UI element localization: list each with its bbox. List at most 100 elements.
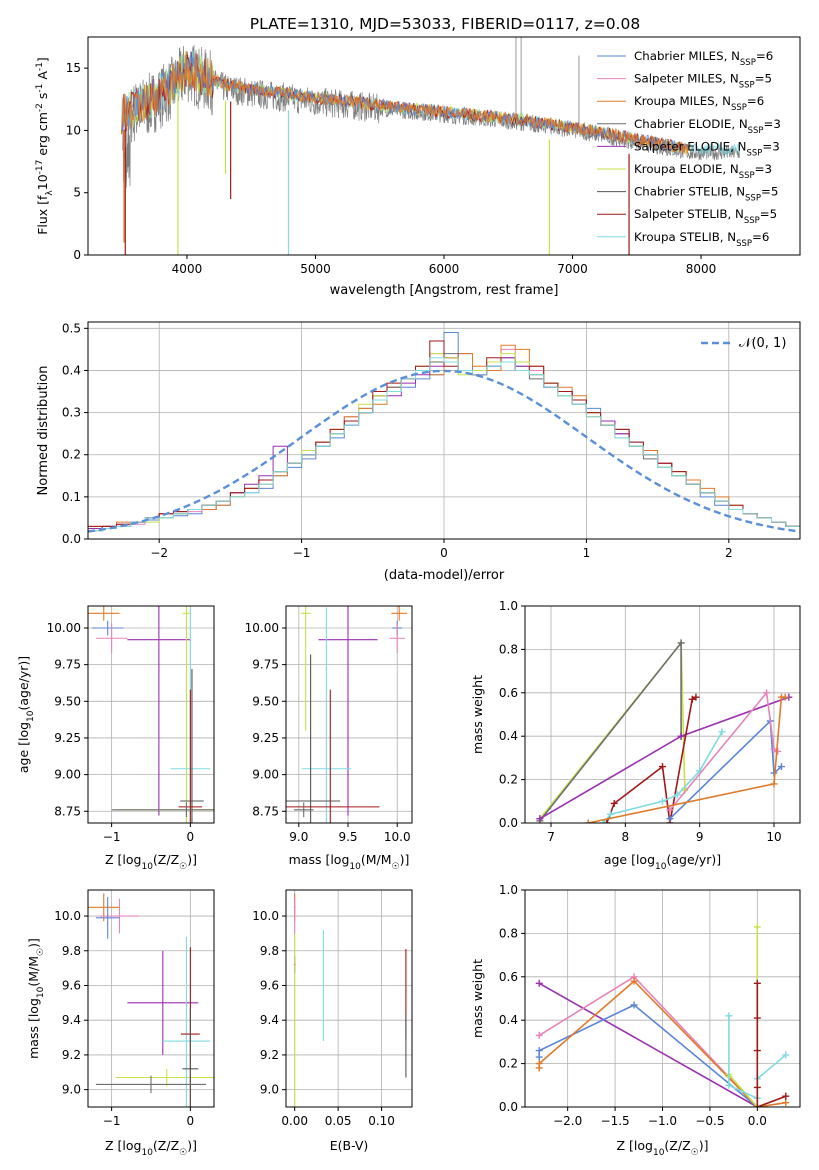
weight-lines bbox=[535, 923, 790, 1107]
x-tick-label: 0.0 bbox=[748, 1114, 767, 1128]
weight-marker bbox=[673, 791, 681, 799]
y-tick-label: 10.00 bbox=[47, 621, 81, 635]
axes-frame bbox=[87, 36, 801, 256]
y-tick-label: 1.0 bbox=[499, 883, 518, 897]
weight-marker bbox=[718, 728, 726, 736]
y-tick-label: 0.4 bbox=[499, 1013, 518, 1027]
model-spectrum bbox=[120, 52, 689, 154]
y-tick-label: 0.2 bbox=[499, 1057, 518, 1071]
weight-marker bbox=[677, 639, 685, 647]
histograms bbox=[88, 332, 800, 539]
y-tick-label: 9.0 bbox=[260, 1083, 279, 1097]
weight-marker bbox=[630, 1001, 638, 1009]
y-tick-label: 0.8 bbox=[499, 926, 518, 940]
age-vs-mass-panel: 9.0 9.5 10.0 8.75 9.00 9.25 9.50 9.75 10.00 mass … bbox=[245, 605, 413, 872]
axes-frame bbox=[285, 605, 413, 824]
x-tick-label: 0.00 bbox=[281, 1114, 308, 1128]
y-tick-label: 9.6 bbox=[260, 978, 279, 992]
y-tick-label: 0 bbox=[73, 248, 81, 262]
axes-frame bbox=[524, 605, 801, 824]
weight-series bbox=[669, 690, 779, 811]
weight-marker bbox=[692, 693, 700, 701]
y-tick-label: 0.3 bbox=[62, 406, 81, 420]
weight-series bbox=[756, 983, 787, 1107]
y-tick-label: 9.2 bbox=[260, 1048, 279, 1062]
x-tick-label: −2 bbox=[150, 546, 168, 560]
y-tick-label: 15 bbox=[66, 61, 81, 75]
weight-marker bbox=[782, 1099, 790, 1107]
residuals-panel: −2 −1 0 1 2 0.0 0.1 0.2 0.3 0.4 0.5 𝒩(0, 1) (data-mo… bbox=[36, 321, 801, 583]
weight-marker bbox=[725, 1081, 733, 1089]
y-tick-label: 9.75 bbox=[252, 658, 279, 672]
legend-entry: Kroupa MILES, NSSP=6 bbox=[634, 94, 764, 113]
weight-marker bbox=[753, 923, 761, 931]
y-tick-label: 0.2 bbox=[499, 773, 518, 787]
gaussian-curve bbox=[88, 369, 800, 533]
axes-frame bbox=[87, 605, 215, 824]
y-tick-label: 9.25 bbox=[252, 731, 279, 745]
weight-marker bbox=[725, 1012, 733, 1020]
y-tick-label: 9.00 bbox=[252, 768, 279, 782]
x-axis-label: Z [log10(Z/Z☉)] bbox=[105, 1138, 197, 1158]
x-tick-label: −2.0 bbox=[553, 1114, 582, 1128]
y-tick-label: 0.4 bbox=[62, 363, 81, 377]
spectrum-panel: 4000 5000 6000 7000 8000 0 5 10 15 wavelength [An… bbox=[35, 36, 801, 298]
y-axis-label: Normed distribution bbox=[36, 366, 51, 496]
y-tick-label: 0.0 bbox=[499, 816, 518, 830]
errorbars bbox=[88, 893, 214, 1107]
y-tick-label: 0.5 bbox=[62, 321, 81, 335]
weight-marker bbox=[753, 1047, 761, 1055]
histogram-series bbox=[88, 357, 800, 539]
weight-marker bbox=[535, 979, 543, 987]
y-tick-label: 0.6 bbox=[499, 686, 518, 700]
y-tick-label: 0.0 bbox=[499, 1100, 518, 1114]
y-tick-label: 9.2 bbox=[62, 1048, 81, 1062]
x-axis-label: Z [log10(Z/Z☉)] bbox=[105, 852, 197, 872]
weight-lines bbox=[536, 639, 793, 823]
weight-marker bbox=[535, 1031, 543, 1039]
weight-marker bbox=[753, 979, 761, 987]
weight-marker bbox=[677, 732, 685, 740]
age-vs-Z-panel: −1 0 8.75 9.00 9.25 9.50 9.75 10.00 Z [log10(Z/Z… bbox=[16, 605, 215, 872]
legend-entry: Chabrier STELIB, NSSP=5 bbox=[634, 185, 778, 204]
weight-marker bbox=[770, 780, 778, 788]
weight-marker bbox=[666, 815, 674, 823]
y-tick-label: 0.0 bbox=[62, 532, 81, 546]
weight-marker bbox=[535, 1053, 543, 1061]
y-tick-label: 0.6 bbox=[499, 970, 518, 984]
y-tick-label: 9.25 bbox=[54, 731, 81, 745]
legend-entry: Chabrier ELODIE, NSSP=3 bbox=[634, 117, 781, 136]
weight-marker bbox=[763, 689, 771, 697]
y-tick-label: 9.4 bbox=[62, 1013, 81, 1027]
x-axis-label: age [log10(age/yr)] bbox=[604, 852, 721, 872]
weight-series bbox=[602, 731, 723, 823]
x-tick-label: 1 bbox=[583, 546, 591, 560]
weight-marker bbox=[753, 1083, 761, 1091]
mass-weight-vs-age-panel: 7 8 9 10 0.0 0.2 0.4 0.6 0.8 1.0 age [log10(age/yr… bbox=[470, 599, 801, 872]
x-tick-label: −1 bbox=[293, 546, 311, 560]
weight-series bbox=[538, 982, 758, 1107]
x-tick-label: −1.0 bbox=[648, 1114, 677, 1128]
x-axis-label: Z [log10(Z/Z☉)] bbox=[617, 1138, 709, 1158]
y-tick-label: 0.2 bbox=[62, 448, 81, 462]
x-tick-label: 9 bbox=[696, 830, 704, 844]
weight-marker bbox=[782, 1051, 790, 1059]
weight-marker bbox=[782, 1092, 790, 1100]
y-tick-label: 0.1 bbox=[62, 490, 81, 504]
weight-marker bbox=[659, 797, 666, 805]
x-tick-label: 0 bbox=[440, 546, 448, 560]
x-tick-label: −0.5 bbox=[695, 1114, 724, 1128]
x-tick-label: 9.0 bbox=[289, 830, 308, 844]
x-tick-label: −1 bbox=[103, 1114, 121, 1128]
weight-marker bbox=[630, 977, 638, 985]
y-tick-label: 0.4 bbox=[499, 729, 518, 743]
spectrum-lines bbox=[120, 37, 740, 255]
y-tick-label: 9.6 bbox=[62, 978, 81, 992]
errorbars bbox=[88, 606, 214, 823]
y-tick-label: 9.0 bbox=[62, 1083, 81, 1097]
legend-entry: Kroupa STELIB, NSSP=6 bbox=[634, 230, 769, 249]
weight-series bbox=[669, 719, 782, 820]
x-axis-label: E(B-V) bbox=[330, 1138, 369, 1153]
weight-marker bbox=[535, 1060, 543, 1068]
